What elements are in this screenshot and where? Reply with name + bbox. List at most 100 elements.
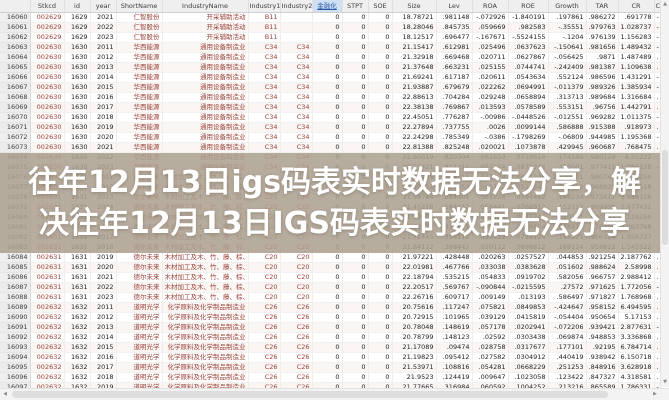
- cell-shortname[interactable]: 华西能源: [116, 132, 163, 143]
- cell-industry1[interactable]: C26: [248, 352, 281, 363]
- cell-roa[interactable]: .020021: [472, 142, 509, 153]
- cell-stpt[interactable]: 0: [342, 62, 369, 73]
- cell-growth[interactable]: .440419: [548, 352, 587, 363]
- cell-year[interactable]: 2023: [90, 32, 117, 43]
- cell-industryname[interactable]: 木材加工及木、竹、藤、棕、..: [162, 282, 249, 293]
- cell-tar[interactable]: .848916: [586, 362, 619, 373]
- cell-size[interactable]: 22.24298: [392, 132, 437, 143]
- cell-roa[interactable]: .009149: [472, 292, 509, 303]
- cell-roa[interactable]: .025155: [472, 62, 509, 73]
- cell-id[interactable]: 1631: [64, 252, 91, 263]
- cell-industryname[interactable]: 开采辅助活动: [162, 32, 249, 43]
- cell-soe[interactable]: 0: [368, 32, 393, 43]
- cell-shortname[interactable]: 华西能源: [116, 92, 163, 103]
- cell-growth[interactable]: -.056425: [548, 52, 587, 63]
- cell-roe[interactable]: .0627867: [508, 52, 549, 63]
- cell-industry2[interactable]: C20: [280, 262, 313, 273]
- cell-industryname[interactable]: 通用设备制造业: [162, 132, 249, 143]
- cell-year[interactable]: 2014: [90, 72, 117, 83]
- cell-soe[interactable]: 0: [368, 312, 393, 323]
- cell-soe[interactable]: 0: [368, 302, 393, 313]
- column-header-lev[interactable]: Lev: [436, 0, 473, 13]
- row-number[interactable]: 16063: [0, 42, 31, 53]
- cell-roe[interactable]: .0694991: [508, 82, 549, 93]
- cell-soe[interactable]: 0: [368, 322, 393, 333]
- cell-industry2[interactable]: C34: [280, 72, 313, 83]
- cell-roa[interactable]: .057178: [472, 322, 509, 333]
- cell-soe[interactable]: 0: [368, 12, 393, 23]
- cell-shortname[interactable]: 仁智股份: [116, 32, 163, 43]
- cell-growth[interactable]: .123422: [548, 372, 587, 383]
- cell-fin[interactable]: 0: [312, 32, 343, 43]
- cell-shortname[interactable]: 道明光学: [116, 352, 163, 363]
- cell-roe[interactable]: .0637623: [508, 42, 549, 53]
- cell-industry2[interactable]: C34: [280, 122, 313, 133]
- cell-soe[interactable]: 0: [368, 362, 393, 373]
- cell-soe[interactable]: 0: [368, 142, 393, 153]
- cell-stkcd[interactable]: 002629: [30, 22, 65, 33]
- cell-size[interactable]: 21.97221: [392, 252, 437, 263]
- cell-lev[interactable]: .612981: [436, 42, 473, 53]
- cell-extra[interactable]: .: [654, 352, 661, 363]
- cell-size[interactable]: 22.45051: [392, 112, 437, 123]
- cell-cr[interactable]: 1.772056: [618, 282, 655, 293]
- cell-shortname[interactable]: 华西能源: [116, 112, 163, 123]
- cell-extra[interactable]: -: [654, 282, 661, 293]
- cell-industry1[interactable]: C34: [248, 52, 281, 63]
- cell-id[interactable]: 1630: [64, 42, 91, 53]
- cell-shortname[interactable]: 华西能源: [116, 42, 163, 53]
- cell-industry2[interactable]: C26: [280, 362, 313, 373]
- cell-stkcd[interactable]: 002632: [30, 362, 65, 373]
- cell-industryname[interactable]: 木材加工及木、竹、藤、棕、..: [162, 262, 249, 273]
- cell-growth[interactable]: .044853: [548, 252, 587, 263]
- row-number[interactable]: 16062: [0, 32, 31, 43]
- cell-stpt[interactable]: 0: [342, 32, 369, 43]
- cell-roe[interactable]: .0317677: [508, 342, 549, 353]
- cell-soe[interactable]: 0: [368, 122, 393, 133]
- cell-roe[interactable]: .0415819: [508, 312, 549, 323]
- cell-fin[interactable]: 0: [312, 112, 343, 123]
- cell-cr[interactable]: 1.156283: [618, 32, 655, 43]
- cell-industry2[interactable]: C26: [280, 312, 313, 323]
- cell-roa[interactable]: .059669: [472, 22, 509, 33]
- cell-id[interactable]: 1630: [64, 72, 91, 83]
- cell-size[interactable]: 21.93887: [392, 82, 437, 93]
- cell-size[interactable]: 18.78721: [392, 12, 437, 23]
- cell-id[interactable]: 1630: [64, 112, 91, 123]
- cell-industryname[interactable]: 化学原料及化学制品制造业: [162, 332, 249, 343]
- cell-stkcd[interactable]: 002632: [30, 342, 65, 353]
- cell-extra[interactable]: -: [654, 22, 661, 33]
- horizontal-scroll-thumb[interactable]: [12, 391, 608, 398]
- cell-extra[interactable]: .: [654, 142, 661, 153]
- cell-roa[interactable]: .025496: [472, 42, 509, 53]
- cell-tar[interactable]: .981656: [586, 42, 619, 53]
- cell-cr[interactable]: 1.028737: [618, 22, 655, 33]
- scroll-left-icon[interactable]: ◀: [3, 391, 7, 397]
- cell-industry1[interactable]: B11: [248, 32, 281, 43]
- cell-tar[interactable]: .986596: [586, 72, 619, 83]
- cell-roa[interactable]: -.090844: [472, 282, 509, 293]
- row-number[interactable]: 16065: [0, 62, 31, 73]
- cell-shortname[interactable]: 道明光学: [116, 322, 163, 333]
- cell-industryname[interactable]: 木材加工及木、竹、藤、棕、..: [162, 252, 249, 263]
- cell-extra[interactable]: -: [654, 12, 661, 23]
- cell-cr[interactable]: 2.988412: [618, 272, 655, 283]
- cell-id[interactable]: 1632: [64, 332, 91, 343]
- cell-stkcd[interactable]: 002630: [30, 122, 65, 133]
- corner-header-cell[interactable]: [0, 0, 31, 13]
- cell-stkcd[interactable]: 002632: [30, 372, 65, 383]
- cell-industry1[interactable]: C34: [248, 42, 281, 53]
- cell-stkcd[interactable]: 002630: [30, 112, 65, 123]
- cell-stkcd[interactable]: 002629: [30, 32, 65, 43]
- cell-stkcd[interactable]: 002630: [30, 132, 65, 143]
- cell-year[interactable]: 2021: [90, 272, 117, 283]
- cell-industryname[interactable]: 化学原料及化学制品制造业: [162, 322, 249, 333]
- cell-stpt[interactable]: 0: [342, 262, 369, 273]
- cell-stkcd[interactable]: 002631: [30, 282, 65, 293]
- row-number[interactable]: 16092: [0, 332, 31, 343]
- cell-fin[interactable]: 0: [312, 72, 343, 83]
- column-header-extra[interactable]: C: [654, 0, 661, 13]
- cell-growth[interactable]: .586497: [548, 292, 587, 303]
- cell-tar[interactable]: .96756: [586, 102, 619, 113]
- cell-growth[interactable]: .553151: [548, 102, 587, 113]
